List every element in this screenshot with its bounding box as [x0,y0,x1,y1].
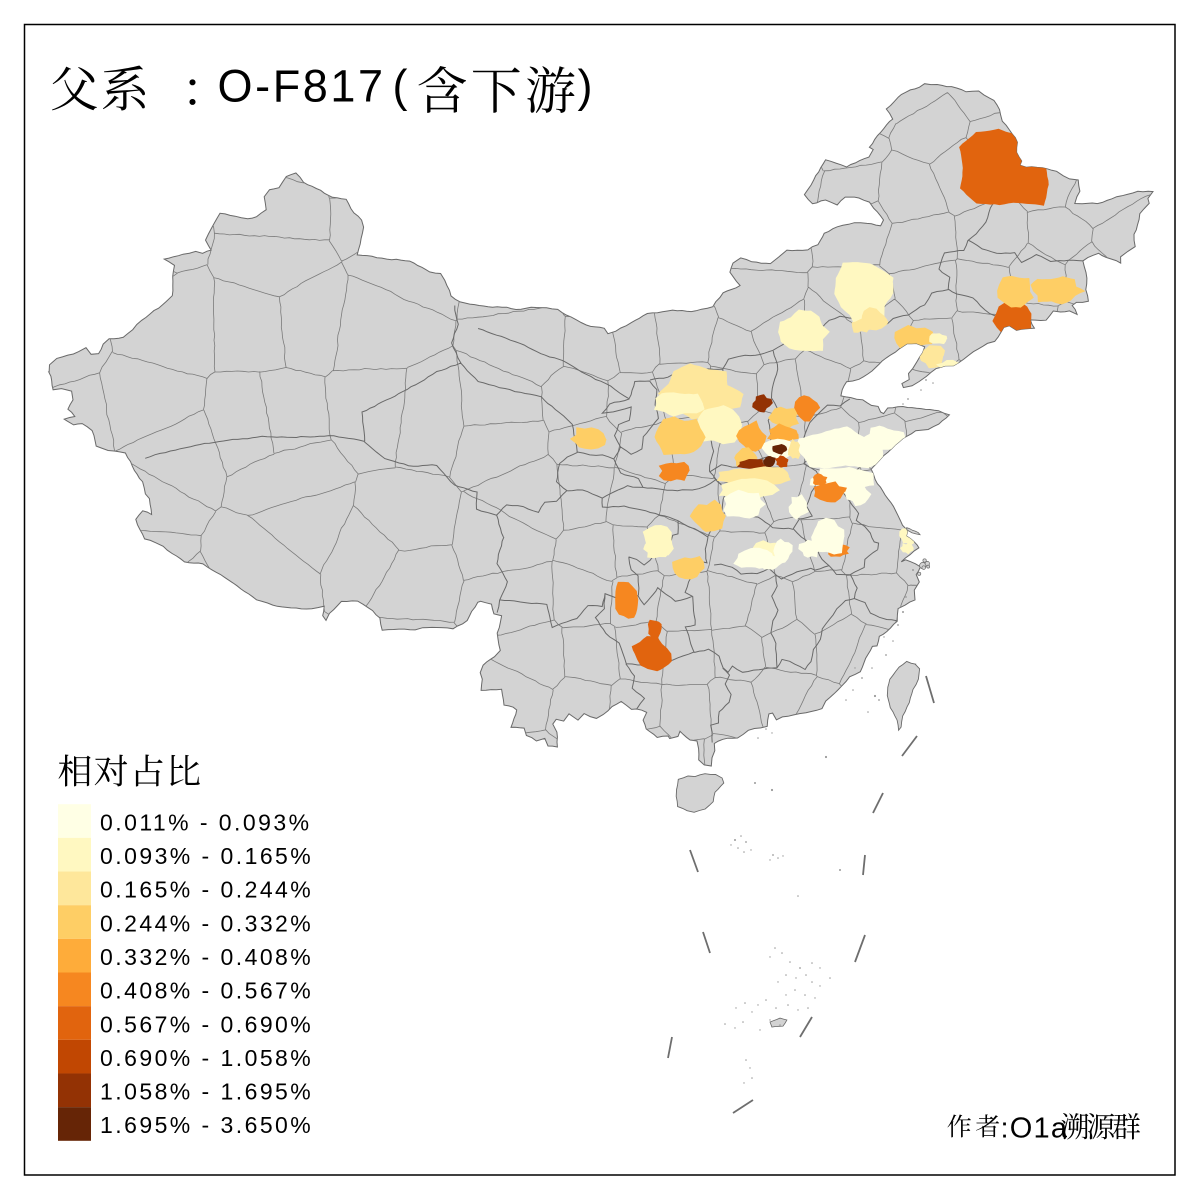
svg-text:(: ( [393,61,408,112]
svg-text:1.695% - 3.650%: 1.695% - 3.650% [100,1112,313,1138]
svg-text:0.093% - 0.165%: 0.093% - 0.165% [100,843,313,869]
svg-text:): ) [578,61,593,112]
svg-text:0.567% - 0.690%: 0.567% - 0.690% [100,1011,313,1037]
svg-text:0.244% - 0.332%: 0.244% - 0.332% [100,910,313,936]
svg-text::O1a: :O1a [1001,1113,1069,1145]
svg-text:1.058% - 1.695%: 1.058% - 1.695% [100,1079,313,1105]
svg-text:O-F817: O-F817 [218,61,386,112]
svg-text:0.332% - 0.408%: 0.332% - 0.408% [100,944,313,970]
svg-text:0.011% - 0.093%: 0.011% - 0.093% [100,809,312,835]
svg-text:0.165% - 0.244%: 0.165% - 0.244% [100,877,313,903]
svg-text:0.690% - 1.058%: 0.690% - 1.058% [100,1045,313,1071]
svg-text:0.408% - 0.567%: 0.408% - 0.567% [100,978,313,1004]
